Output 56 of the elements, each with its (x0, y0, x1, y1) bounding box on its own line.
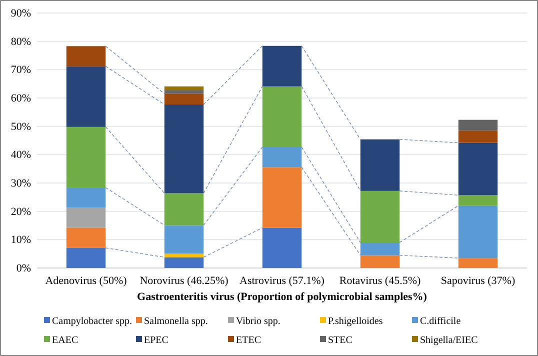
legend-label: Campylobacter spp. (52, 316, 132, 327)
x-tick-label: Adenovirus (50%) (45, 274, 128, 287)
bar (360, 139, 400, 191)
bar (458, 206, 498, 258)
bar (458, 120, 498, 130)
bar (360, 242, 400, 256)
y-tick-label: 10% (10, 234, 31, 246)
legend-label: Vibrio spp. (236, 316, 280, 327)
bar (66, 228, 106, 248)
bar (458, 142, 498, 196)
bar (66, 46, 106, 66)
bar (164, 94, 204, 105)
y-tick-label: 20% (10, 206, 31, 218)
y-tick-label: 90% (10, 8, 31, 20)
bar (164, 104, 204, 194)
bar (66, 126, 106, 188)
x-tick-label: Norovirus (46.25%) (140, 274, 229, 287)
x-axis-title: Gastroenteritis virus (Proportion of polymicrobial samples%) (137, 291, 428, 303)
bar (164, 90, 204, 94)
y-tick-label: 80% (10, 36, 31, 48)
bar (262, 46, 302, 86)
legend-label: ETEC (236, 335, 262, 346)
bar (164, 257, 204, 268)
bar (164, 225, 204, 254)
x-tick-label: Rotavirus (45.5%) (339, 274, 421, 287)
legend-label: P.shigelloides (328, 316, 383, 327)
y-tick-label: 40% (10, 149, 31, 162)
bar (164, 86, 204, 90)
bar (66, 248, 106, 268)
legend-label: STEC (328, 335, 353, 346)
bar (458, 130, 498, 143)
bar (164, 254, 204, 258)
legend-label: Salmonella spp. (144, 316, 208, 327)
legend-label: C.difficile (420, 316, 462, 327)
bar (458, 195, 498, 206)
y-tick-label: 60% (10, 92, 31, 105)
y-tick-label: 30% (10, 178, 31, 190)
legend-label: EAEC (52, 335, 78, 346)
bar (458, 258, 498, 268)
bar (66, 208, 106, 228)
x-tick-label: Sapovirus (37%) (440, 274, 516, 287)
bar (66, 188, 106, 208)
bar (360, 190, 400, 242)
legend-label: EPEC (144, 335, 169, 346)
y-tick-label: 0% (16, 262, 31, 275)
bar (164, 193, 204, 226)
bar (262, 228, 302, 268)
legend-label: Shigella/EIEC (420, 335, 478, 346)
bar (66, 66, 106, 127)
y-tick-label: 50% (10, 120, 31, 133)
bar (262, 86, 302, 148)
x-tick-label: Astrovirus (57.1%) (240, 274, 325, 287)
y-tick-label: 70% (10, 64, 31, 76)
bar (360, 255, 400, 268)
bar (262, 167, 302, 228)
bar (262, 147, 302, 168)
